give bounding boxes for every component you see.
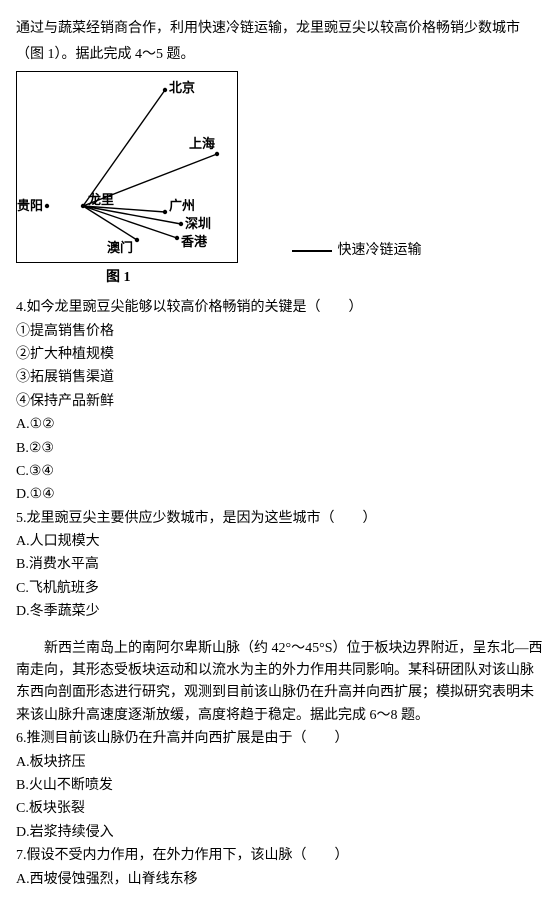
intro-line1: 通过与蔬菜经销商合作，利用快速冷链运输，龙里豌豆尖以较高价格畅销少数城市 <box>16 18 544 40</box>
svg-text:龙里: 龙里 <box>88 192 114 207</box>
q5-a: A.人口规模大 <box>16 531 544 553</box>
intro-line2: （图 1）。据此完成 4～5 题。 <box>16 44 544 66</box>
q7-a: A.西坡侵蚀强烈，山脊线东移 <box>16 869 544 891</box>
q5-c: C.飞机航班多 <box>16 578 544 600</box>
q4-s2: ②扩大种植规模 <box>16 344 544 366</box>
figure-box: 北京上海贵阳 龙里 广州深圳香港 澳门 <box>16 71 238 263</box>
q5-d: D.冬季蔬菜少 <box>16 601 544 623</box>
q6-d: D.岩浆持续侵入 <box>16 822 544 844</box>
svg-text:澳门: 澳门 <box>107 240 133 255</box>
q4-c: C.③④ <box>16 461 544 483</box>
q5-b: B.消费水平高 <box>16 554 544 576</box>
figure-caption: 图 1 <box>106 267 544 289</box>
legend-label: 快速冷链运输 <box>338 243 422 258</box>
q5-stem: 5.龙里豌豆尖主要供应少数城市，是因为这些城市（ ） <box>16 508 544 530</box>
figure-legend: 快速冷链运输 <box>292 240 422 262</box>
q6-stem: 6.推测目前该山脉仍在升高并向西扩展是由于（ ） <box>16 728 544 750</box>
q4-s4: ④保持产品新鲜 <box>16 391 544 413</box>
svg-text:上海: 上海 <box>189 136 215 151</box>
q4-s3: ③拓展销售渠道 <box>16 367 544 389</box>
q6-b: B.火山不断喷发 <box>16 775 544 797</box>
svg-text:深圳: 深圳 <box>185 216 211 231</box>
q6-a: A.板块挤压 <box>16 752 544 774</box>
q4-a: A.①② <box>16 414 544 436</box>
q7-stem: 7.假设不受内力作用，在外力作用下，该山脉（ ） <box>16 845 544 867</box>
svg-text:香港: 香港 <box>180 234 208 249</box>
q4-stem: 4.如今龙里豌豆尖能够以较高价格畅销的关键是（ ） <box>16 297 544 319</box>
svg-text:贵阳: 贵阳 <box>17 198 43 213</box>
figure-1: 北京上海贵阳 龙里 广州深圳香港 澳门 快速冷链运输 <box>16 71 544 263</box>
q4-s1: ①提高销售价格 <box>16 321 544 343</box>
q6-c: C.板块张裂 <box>16 798 544 820</box>
q4-b: B.②③ <box>16 438 544 460</box>
legend-line-icon <box>292 250 332 252</box>
svg-text:广州: 广州 <box>169 198 195 213</box>
passage-2: 新西兰南岛上的南阿尔卑斯山脉（约 42°～45°S）位于板块边界附近，呈东北—西… <box>16 638 544 728</box>
svg-text:北京: 北京 <box>169 80 195 95</box>
q4-d: D.①④ <box>16 484 544 506</box>
